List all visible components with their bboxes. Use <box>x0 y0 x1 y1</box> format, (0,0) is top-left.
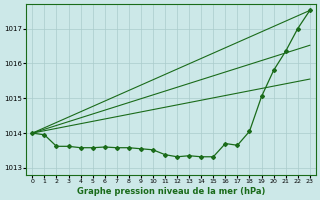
X-axis label: Graphe pression niveau de la mer (hPa): Graphe pression niveau de la mer (hPa) <box>77 187 265 196</box>
